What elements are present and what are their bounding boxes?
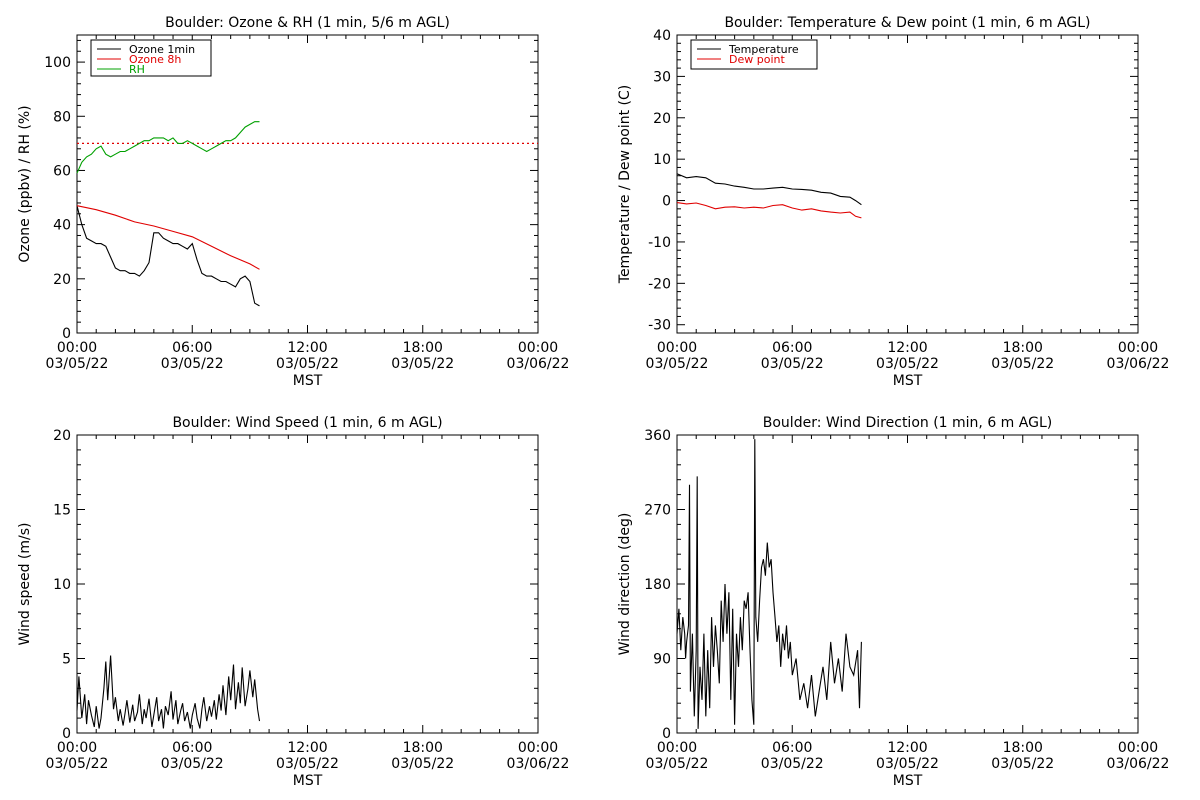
x-date-label: 03/05/22 <box>876 756 939 772</box>
y-tick-label: 180 <box>644 577 671 593</box>
y-tick-label: 90 <box>653 652 671 668</box>
plot-frame <box>676 34 1139 334</box>
series-line-1 <box>676 439 862 729</box>
y-tick-label: 20 <box>653 111 671 127</box>
y-axis-label: Temperature / Dew point (C) <box>617 85 633 284</box>
chart-title: Boulder: Wind Direction (1 min, 6 m AGL) <box>763 415 1052 431</box>
x-time-label: 00:00 <box>657 340 697 356</box>
x-time-label: 00:00 <box>657 740 697 756</box>
x-time-label: 06:00 <box>172 740 212 756</box>
y-tick-label: 100 <box>44 55 71 71</box>
legend-entry: RH <box>129 63 145 76</box>
y-tick-label: 0 <box>662 726 671 742</box>
x-time-label: 18:00 <box>1003 340 1043 356</box>
x-time-label: 06:00 <box>772 740 812 756</box>
series-line-1 <box>76 205 260 307</box>
series-line-3 <box>76 121 260 174</box>
x-time-label: 00:00 <box>57 340 97 356</box>
x-date-label: 03/05/22 <box>276 356 339 372</box>
x-axis-label: MST <box>893 373 923 389</box>
legend-box <box>690 39 818 70</box>
x-axis-label: MST <box>293 373 323 389</box>
legend-entry: Ozone 1min <box>129 43 195 56</box>
x-date-label: 03/05/22 <box>646 756 709 772</box>
y-tick-label: 270 <box>644 503 671 519</box>
x-date-label: 03/05/22 <box>761 356 824 372</box>
x-time-label: 18:00 <box>1003 740 1043 756</box>
y-tick-label: 0 <box>62 726 71 742</box>
x-time-label: 18:00 <box>403 740 443 756</box>
x-time-label: 12:00 <box>287 340 327 356</box>
legend-entry: Dew point <box>729 53 785 66</box>
y-tick-label: 15 <box>53 503 71 519</box>
chart-panel-4: Boulder: Wind Direction (1 min, 6 m AGL)… <box>617 415 1169 789</box>
x-time-label: 00:00 <box>57 740 97 756</box>
y-tick-label: 20 <box>53 272 71 288</box>
chart-panel-1: Boulder: Ozone & RH (1 min, 5/6 m AGL) 0 2… <box>17 15 569 389</box>
x-time-label: 06:00 <box>772 340 812 356</box>
y-tick-label: 10 <box>653 152 671 168</box>
y-axis-label: Wind direction (deg) <box>617 513 633 656</box>
plot-frame <box>76 434 539 734</box>
chart-panel-3: Boulder: Wind Speed (1 min, 6 m AGL) 0 5 10… <box>17 415 569 789</box>
x-time-label: 00:00 <box>1118 340 1158 356</box>
x-date-label: 03/05/22 <box>646 356 709 372</box>
x-date-label: 03/06/22 <box>1107 756 1170 772</box>
x-time-label: 06:00 <box>172 340 212 356</box>
series-line-1 <box>676 173 862 206</box>
y-tick-label: 40 <box>53 218 71 234</box>
x-date-label: 03/05/22 <box>991 756 1054 772</box>
x-date-label: 03/05/22 <box>161 356 224 372</box>
y-tick-label: 10 <box>53 577 71 593</box>
x-date-label: 03/06/22 <box>1107 356 1170 372</box>
y-tick-label: 5 <box>62 652 71 668</box>
x-date-label: 03/05/22 <box>46 756 109 772</box>
legend-entry: Temperature <box>728 43 799 56</box>
legend-box <box>90 39 212 77</box>
x-time-label: 00:00 <box>518 740 558 756</box>
x-axis-label: MST <box>893 773 923 789</box>
x-time-label: 00:00 <box>1118 740 1158 756</box>
x-date-label: 03/06/22 <box>507 756 570 772</box>
x-date-label: 03/05/22 <box>876 356 939 372</box>
x-date-label: 03/06/22 <box>507 356 570 372</box>
x-time-label: 12:00 <box>887 740 927 756</box>
x-date-label: 03/05/22 <box>161 756 224 772</box>
x-date-label: 03/05/22 <box>761 756 824 772</box>
x-date-label: 03/05/22 <box>46 356 109 372</box>
y-tick-label: 0 <box>62 326 71 342</box>
x-date-label: 03/05/22 <box>991 356 1054 372</box>
plot-frame <box>676 434 1139 734</box>
y-tick-label: 0 <box>662 194 671 210</box>
x-time-label: 18:00 <box>403 340 443 356</box>
chart-title: Boulder: Wind Speed (1 min, 6 m AGL) <box>172 415 442 431</box>
y-tick-label: -10 <box>648 235 671 251</box>
x-date-label: 03/05/22 <box>391 756 454 772</box>
series-line-2 <box>676 202 862 219</box>
y-tick-label: 80 <box>53 109 71 125</box>
y-tick-label: -20 <box>648 276 671 292</box>
chart-title: Boulder: Ozone & RH (1 min, 5/6 m AGL) <box>165 15 450 31</box>
y-axis-label: Ozone (ppbv) / RH (%) <box>17 105 33 262</box>
legend-entry: Ozone 8h <box>129 53 181 66</box>
x-time-label: 12:00 <box>287 740 327 756</box>
y-tick-label: 360 <box>644 428 671 444</box>
y-tick-label: 30 <box>653 69 671 85</box>
x-date-label: 03/05/22 <box>276 756 339 772</box>
y-axis-label: Wind speed (m/s) <box>17 523 33 646</box>
chart-title: Boulder: Temperature & Dew point (1 min,… <box>724 15 1090 31</box>
plot-frame <box>76 34 539 334</box>
x-axis-label: MST <box>293 773 323 789</box>
y-tick-label: 40 <box>653 28 671 44</box>
x-time-label: 00:00 <box>518 340 558 356</box>
x-time-label: 12:00 <box>887 340 927 356</box>
series-line-2 <box>76 205 260 270</box>
chart-panel-2: Boulder: Temperature & Dew point (1 min,… <box>617 15 1169 389</box>
y-tick-label: 60 <box>53 163 71 179</box>
series-line-1 <box>76 655 261 729</box>
y-tick-label: -30 <box>648 318 671 334</box>
x-date-label: 03/05/22 <box>391 356 454 372</box>
y-tick-label: 20 <box>53 428 71 444</box>
